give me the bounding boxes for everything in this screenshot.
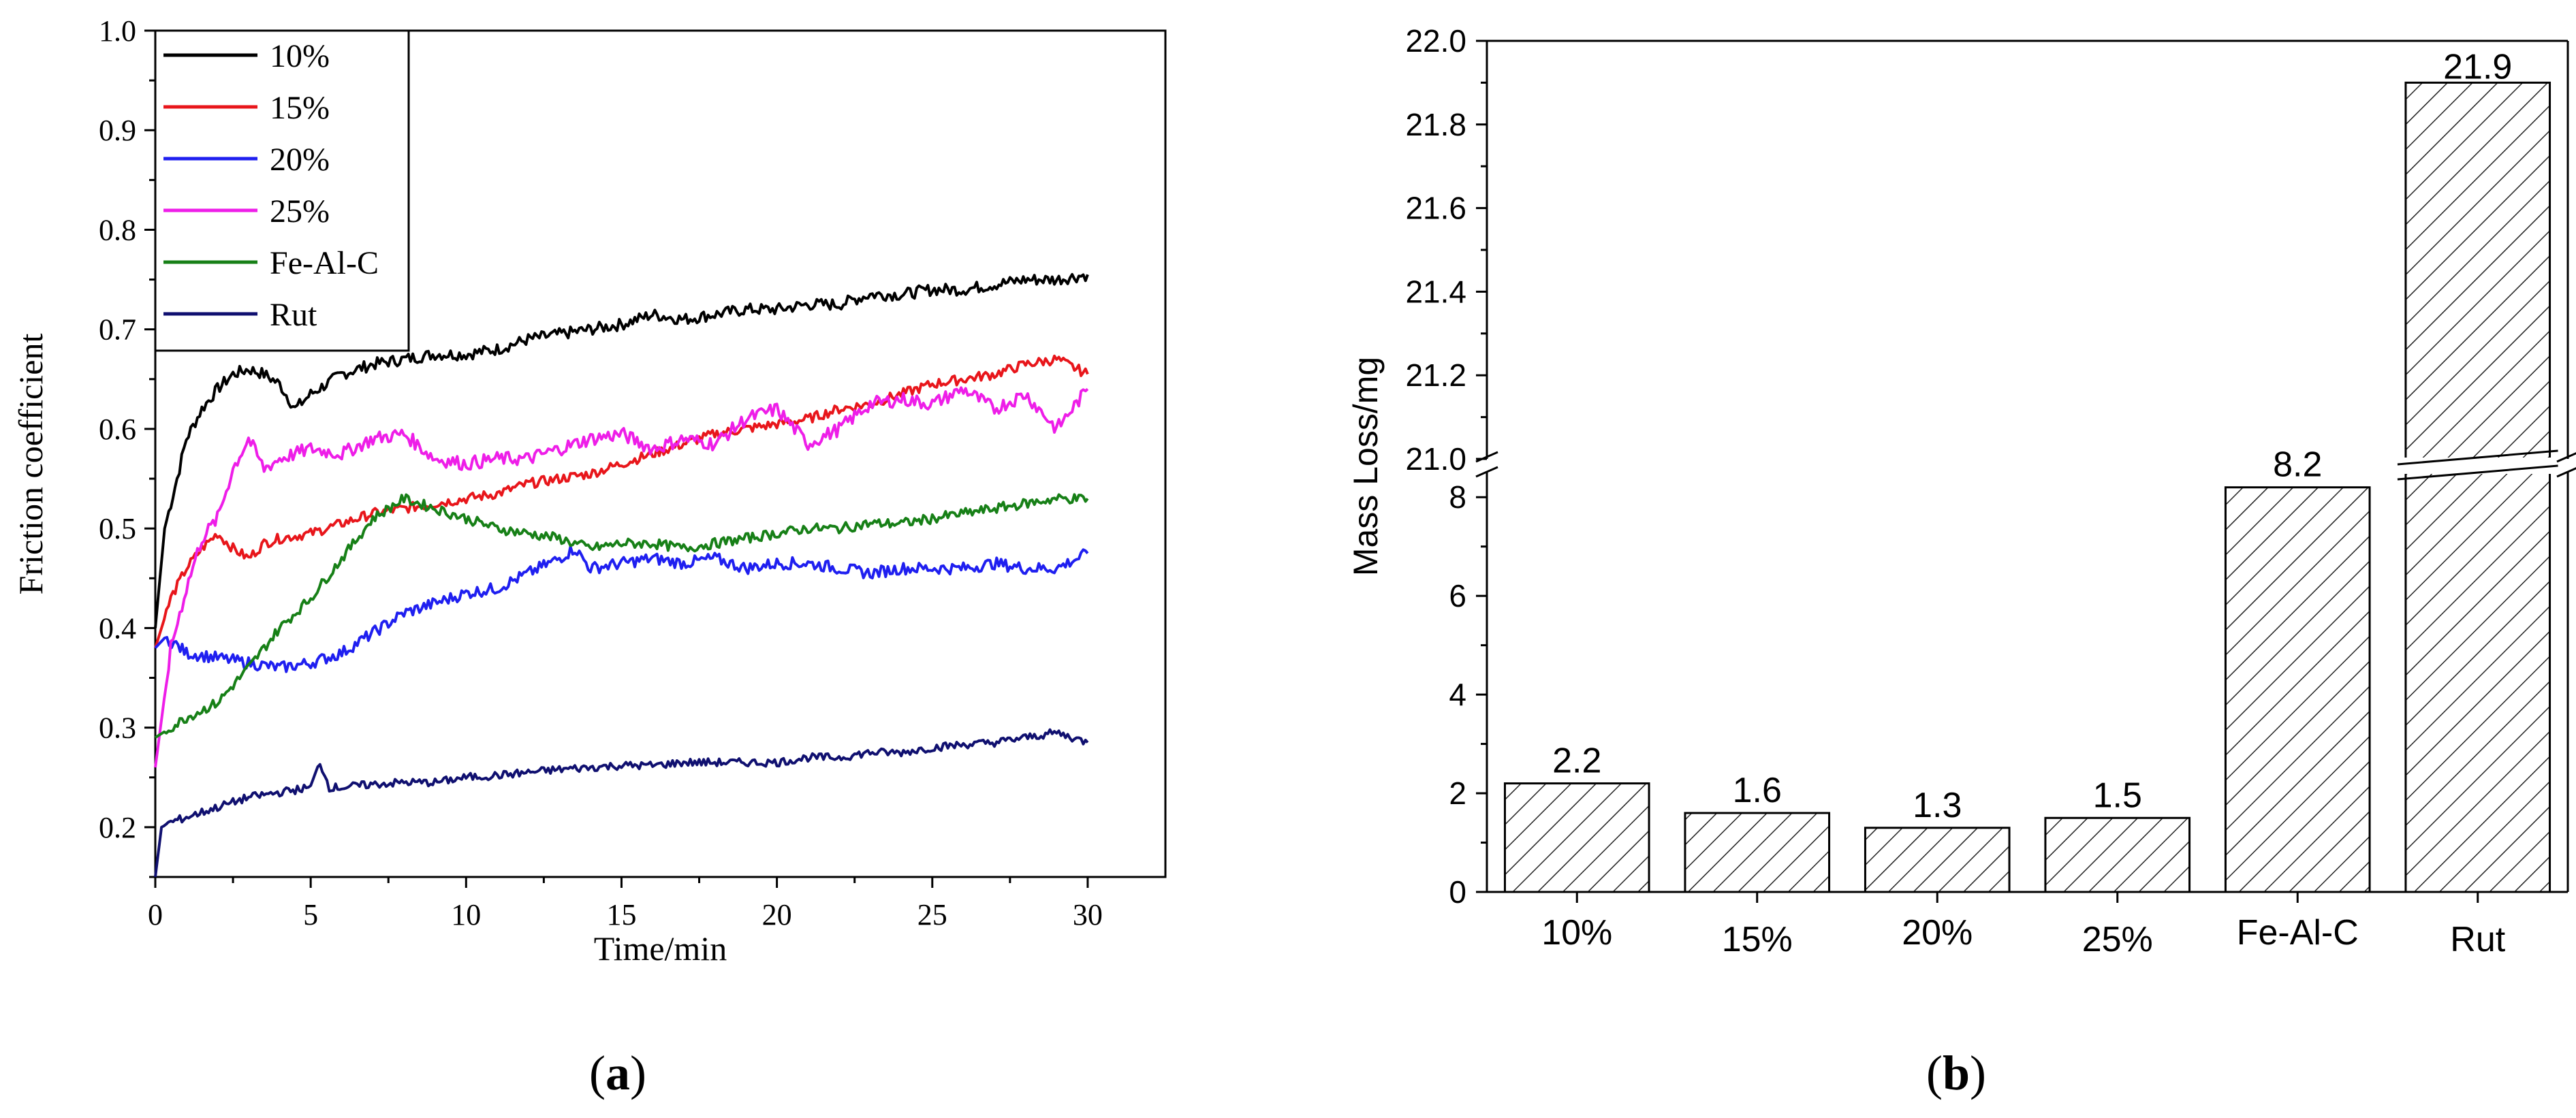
y-tick-label: 0.5 — [99, 512, 136, 545]
bar-upper — [2404, 81, 2551, 460]
panel-label-b: (b) — [1926, 1046, 1986, 1100]
y-tick-label: 4 — [1449, 677, 1466, 712]
axis-break-mark — [2556, 452, 2576, 463]
series-lines — [154, 273, 1089, 878]
bar-break-mark — [2397, 464, 2558, 481]
y-tick-label: 0.2 — [99, 811, 136, 844]
y-tick-label: 0.4 — [99, 611, 136, 645]
x-axis-ticks: 0 5 10 15 20 25 30 — [148, 877, 1103, 931]
bar-break-mark — [2397, 449, 2558, 466]
bar-value-label: 1.5 — [2093, 776, 2142, 815]
axis-break-mark — [1475, 466, 1498, 478]
x-tick-label: 20 — [762, 898, 792, 931]
panel-letter-a: a — [606, 1046, 630, 1100]
y-tick-label: 8 — [1449, 479, 1466, 515]
x-tick-label: 30 — [1073, 898, 1103, 931]
legend-label: 15% — [270, 90, 330, 126]
series-line — [154, 545, 1089, 673]
bar-value-label: 1.3 — [1913, 786, 1962, 825]
y-tick-label: 0.3 — [99, 712, 136, 745]
legend-label: Rut — [270, 297, 317, 333]
bar-break-gap — [2402, 458, 2553, 474]
x-tick-label: 15 — [606, 898, 636, 931]
line-chart-friction: 0 5 10 15 20 25 30 0.2 0.3 0.4 0.5 0.6 0.7 0.8 0.9 1.0… — [12, 14, 1167, 968]
x-tick-label: 25 — [917, 898, 947, 931]
x-tick-label: 0 — [148, 898, 163, 931]
y-tick-label: 0 — [1449, 874, 1466, 910]
axis-break-mark — [1475, 451, 1498, 463]
y-axis-ticks: 21.0 21.2 21.4 21.6 21.8 22.0 0 2 4 6 8 — [1405, 23, 1487, 910]
y-tick-label: 6 — [1449, 578, 1466, 613]
legend-label: 10% — [270, 38, 330, 74]
legend-label: Fe-Al-C — [270, 245, 379, 281]
bar — [1503, 782, 1650, 893]
x-axis-ticks: 10% 15% 20% 25% Fe-Al-C Rut — [1541, 892, 2506, 959]
x-tick-label: 15% — [1722, 920, 1793, 959]
y-tick-label: 21.4 — [1405, 274, 1466, 309]
legend-label: 25% — [270, 193, 330, 229]
bar-value-label: 1.6 — [1733, 771, 1782, 810]
plot-frame — [1475, 39, 2576, 893]
y-tick-label: 2 — [1449, 776, 1466, 811]
y-tick-label: 1.0 — [99, 14, 136, 48]
bar-value-label: 21.9 — [2443, 47, 2512, 86]
series-line — [154, 386, 1089, 768]
x-tick-label: 10 — [451, 898, 481, 931]
axis-break-mark — [2556, 467, 2576, 478]
y-tick-label: 0.9 — [99, 114, 136, 147]
y-axis-label: Mass Loss/mg — [1347, 357, 1385, 576]
panel-label-a: (a) — [589, 1046, 646, 1100]
series-line — [154, 354, 1089, 649]
series-line — [154, 728, 1089, 878]
panel-letter-b: b — [1943, 1046, 1970, 1100]
x-tick-label: 20% — [1902, 913, 1973, 953]
x-axis-label: Time/min — [594, 929, 727, 968]
legend: 10% 15% 20% 25% Fe-Al-C Rut — [154, 29, 410, 352]
bar — [2044, 816, 2191, 893]
y-tick-label: 21.0 — [1405, 441, 1466, 477]
y-tick-label: 21.2 — [1405, 357, 1466, 393]
x-tick-label: 25% — [2082, 920, 2153, 959]
legend-box — [154, 29, 410, 352]
x-tick-label: Rut — [2450, 920, 2505, 959]
bar — [1864, 827, 2011, 893]
y-tick-label: 21.8 — [1405, 107, 1466, 142]
series-line — [154, 273, 1089, 628]
bar-value-label: 2.2 — [1552, 741, 1601, 781]
x-tick-label: Fe-Al-C — [2237, 913, 2359, 953]
y-tick-label: 0.7 — [99, 313, 136, 347]
y-axis-ticks: 0.2 0.3 0.4 0.5 0.6 0.7 0.8 0.9 1.0 — [99, 14, 155, 878]
bar-lower — [2404, 471, 2551, 893]
x-tick-label: 10% — [1541, 913, 1612, 953]
bar-chart-mass-loss: 21.0 21.2 21.4 21.6 21.8 22.0 0 2 4 6 8 2.2 1.6 1.3 1… — [1347, 23, 2576, 959]
series-line — [154, 493, 1089, 739]
bars: 2.2 1.6 1.3 1.5 8.2 21.9 — [1503, 47, 2558, 893]
bar — [1684, 812, 1831, 893]
y-tick-label: 0.6 — [99, 413, 136, 446]
bar-value-label: 8.2 — [2273, 445, 2322, 485]
x-tick-label: 5 — [303, 898, 318, 931]
y-tick-label: 0.8 — [99, 213, 136, 246]
legend-label: 20% — [270, 142, 330, 178]
y-axis-label: Friction coefficient — [12, 334, 50, 595]
y-tick-label: 22.0 — [1405, 23, 1466, 59]
y-tick-label: 21.6 — [1405, 191, 1466, 226]
plot-frame — [154, 29, 1167, 878]
bar — [2224, 486, 2371, 893]
